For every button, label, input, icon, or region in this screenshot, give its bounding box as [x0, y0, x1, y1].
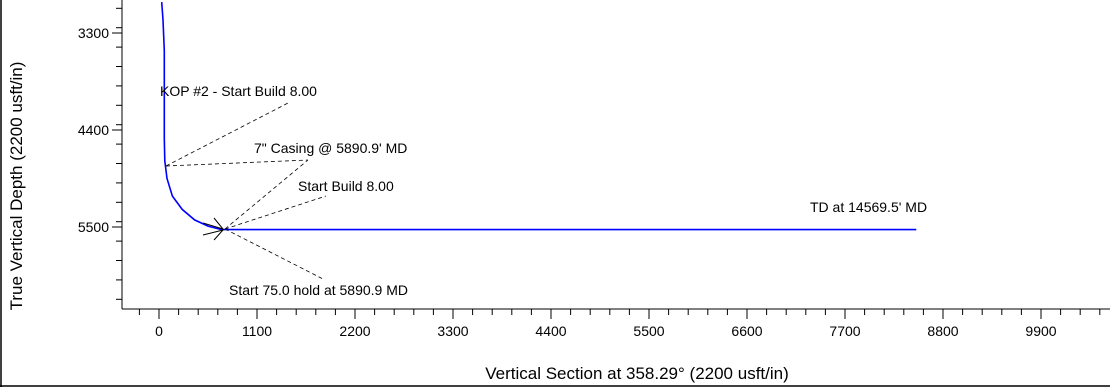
- x-tick-label: 7700: [829, 323, 860, 339]
- hold-leader-line: [224, 228, 324, 280]
- annotation-casing: 7" Casing @ 5890.9' MD: [254, 140, 407, 156]
- casing-leader-line-2: [224, 159, 309, 230]
- x-tick-label: 2200: [339, 323, 370, 339]
- y-tick-label: 4400: [78, 122, 109, 138]
- y-tick-label: 3300: [78, 25, 109, 41]
- x-tick-label: 5500: [633, 323, 664, 339]
- x-tick-label: 0: [155, 323, 163, 339]
- x-tick-label: 3300: [437, 323, 468, 339]
- kop-leader-line: [165, 101, 291, 167]
- x-tick-label: 6600: [731, 323, 762, 339]
- y-axis-title: True Vertical Depth (2200 usft/in): [7, 62, 26, 311]
- well-path-line: [160, 2, 917, 231]
- annotation-kop: KOP #2 - Start Build 8.00: [160, 83, 317, 99]
- casing-marker-upper: [202, 217, 225, 230]
- start-build-leader-line: [224, 195, 327, 230]
- casing-marker-lower: [202, 229, 225, 241]
- x-tick-label: 9900: [1025, 323, 1056, 339]
- annotation-td: TD at 14569.5' MD: [810, 199, 927, 215]
- annotation-start-build: Start Build 8.00: [298, 178, 394, 194]
- x-axis-ticks: 011002200330044005500660077008800990011: [138, 309, 1101, 339]
- x-axis-title: Vertical Section at 358.29° (2200 usft/i…: [485, 364, 789, 383]
- y-axis-ticks: 3300 4400 5500: [78, 7, 122, 300]
- x-tick-label: 8800: [927, 323, 958, 339]
- y-tick-label: 5500: [78, 219, 109, 235]
- annotation-start-hold: Start 75.0 hold at 5890.9 MD: [229, 282, 408, 298]
- x-tick-label: 1100: [242, 323, 272, 339]
- casing-leader-line: [165, 159, 309, 167]
- x-tick-label: 4400: [535, 323, 566, 339]
